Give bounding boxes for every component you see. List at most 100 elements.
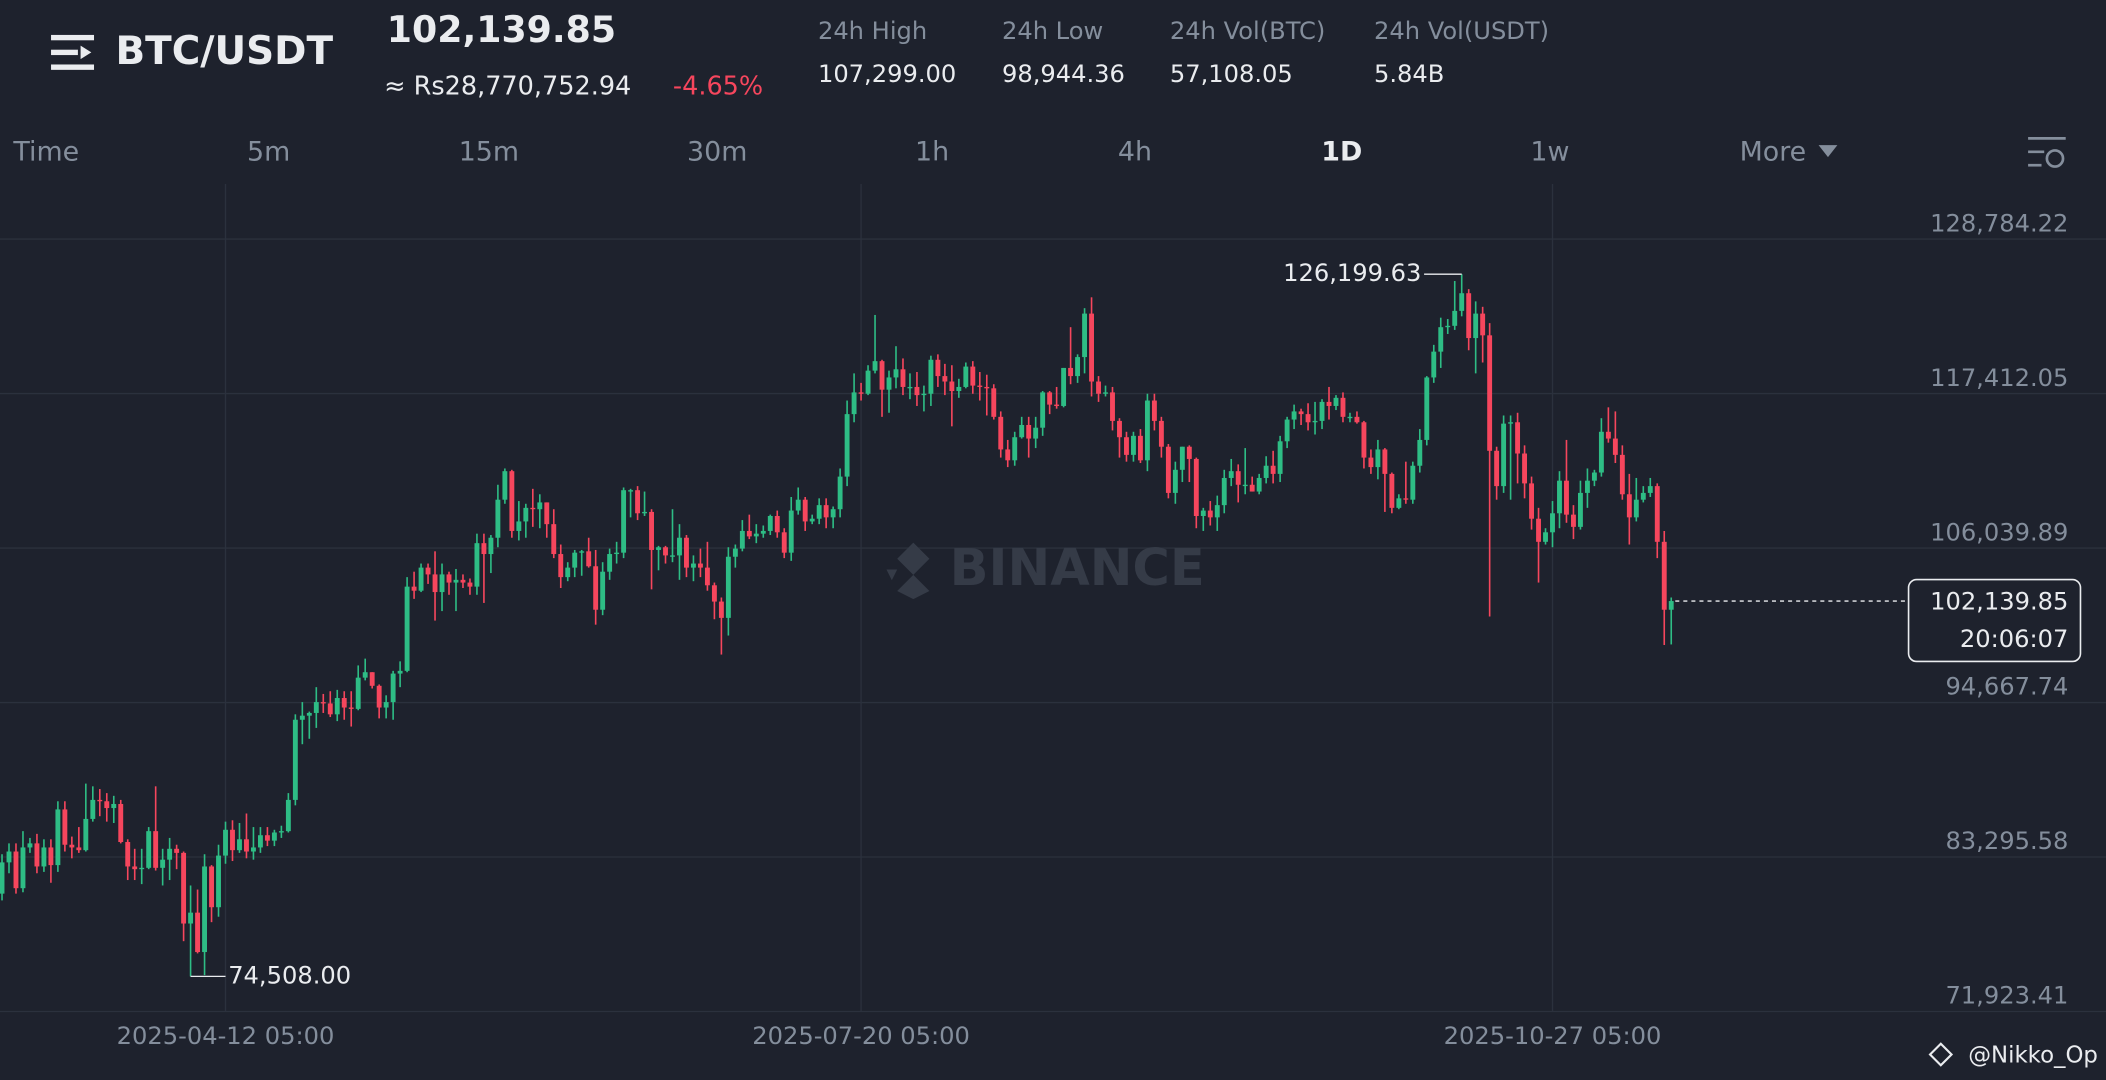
- candle-body: [628, 490, 634, 492]
- candle-body: [977, 385, 983, 387]
- last-price: 102,139.85: [387, 8, 616, 51]
- interval-tab[interactable]: 1D: [1321, 137, 1362, 168]
- candle-body: [900, 369, 906, 387]
- y-tick-label: 71,923.41: [1945, 982, 2068, 1010]
- interval-tab[interactable]: 1h: [915, 137, 949, 168]
- candle-body: [697, 563, 703, 568]
- candle-body: [90, 799, 96, 819]
- candle-body: [1389, 473, 1395, 508]
- candle-body: [621, 490, 627, 553]
- pair-title[interactable]: BTC/USDT: [116, 29, 334, 74]
- candle-body: [1368, 457, 1374, 468]
- candle-body: [48, 847, 54, 866]
- x-tick-label: 2025-04-12 05:00: [117, 1022, 335, 1050]
- candle-body: [202, 866, 208, 953]
- candle-body: [1326, 401, 1332, 406]
- candle-body: [1242, 484, 1248, 487]
- candle-body: [1445, 325, 1451, 328]
- candle-body: [1026, 424, 1032, 439]
- candle-body: [572, 552, 578, 568]
- candle-body: [1144, 400, 1150, 461]
- candle-body: [1319, 401, 1325, 421]
- candle-body: [264, 835, 270, 841]
- candle-body: [83, 818, 89, 851]
- interval-tab[interactable]: 5m: [247, 137, 290, 168]
- stat-label: 24h Vol(USDT): [1374, 17, 1549, 45]
- candle-body: [76, 847, 82, 851]
- candle-body: [502, 471, 508, 500]
- candle-body: [1564, 480, 1569, 515]
- menu-icon[interactable]: [51, 34, 95, 70]
- interval-tab[interactable]: 4h: [1118, 137, 1152, 168]
- candle-body: [1256, 477, 1262, 492]
- candle-body: [998, 416, 1004, 450]
- candle-body: [244, 839, 249, 852]
- candle-body: [1054, 404, 1060, 406]
- candle-body: [844, 414, 850, 477]
- candle-body: [439, 574, 445, 593]
- candle-body: [1012, 437, 1018, 461]
- candle-body: [118, 803, 124, 843]
- candle-body: [516, 521, 522, 531]
- candle-body: [684, 537, 689, 568]
- candle-body: [1340, 397, 1346, 417]
- candle-body: [418, 567, 424, 591]
- interval-tab[interactable]: More: [1740, 137, 1807, 168]
- candle-body: [153, 831, 159, 868]
- price-change: -4.65%: [673, 71, 763, 101]
- interval-tab[interactable]: 1w: [1530, 137, 1569, 168]
- candle-body: [991, 388, 997, 417]
- candle-body: [1263, 465, 1269, 478]
- candle-body: [223, 829, 228, 856]
- candle-body: [1200, 510, 1206, 517]
- candle-body: [1075, 357, 1081, 377]
- watermark: BINANCE: [950, 539, 1205, 598]
- candle-body: [949, 381, 955, 392]
- candle-body: [1333, 397, 1339, 406]
- candle-body: [1019, 424, 1025, 438]
- interval-tab[interactable]: Time: [12, 137, 79, 168]
- candle-body: [886, 377, 892, 390]
- candle-body: [355, 677, 361, 709]
- settings-icon[interactable]: [2028, 137, 2066, 168]
- candle-body: [614, 552, 620, 555]
- grid: [0, 184, 2106, 1013]
- candle-body: [188, 912, 194, 924]
- interval-tab[interactable]: 15m: [459, 137, 519, 168]
- candle-body: [397, 670, 403, 674]
- candle-body: [55, 809, 61, 866]
- candle-body: [1571, 514, 1576, 527]
- dropdown-arrow: [1818, 145, 1838, 158]
- candle-body: [851, 392, 857, 415]
- candle-body: [1005, 449, 1011, 461]
- candle-body: [1193, 458, 1199, 517]
- candle-body: [677, 537, 682, 556]
- candle-body: [837, 476, 843, 510]
- candle-body: [586, 551, 592, 567]
- candle-body: [1214, 505, 1220, 518]
- candle-body: [195, 912, 201, 953]
- candle-body: [1151, 400, 1157, 421]
- candle-body: [984, 386, 990, 389]
- candle-body: [1584, 480, 1590, 493]
- candle-body: [1124, 437, 1129, 455]
- candle-body: [1347, 416, 1353, 419]
- candle-body: [1137, 435, 1143, 461]
- candle-body: [732, 548, 738, 557]
- candle-body: [1410, 465, 1416, 500]
- candle-body: [139, 867, 145, 870]
- candle-body: [1131, 435, 1136, 455]
- candle-body: [167, 848, 173, 860]
- candle-body: [1158, 420, 1164, 447]
- high-label: 126,199.63: [1283, 259, 1421, 287]
- candle-body: [760, 530, 766, 534]
- candle-body: [230, 829, 235, 851]
- candle-body: [1312, 420, 1318, 423]
- candle-body: [1626, 494, 1632, 518]
- candle-body: [404, 586, 410, 671]
- candle-body: [362, 672, 368, 678]
- candle-body: [1096, 381, 1101, 394]
- candle-body: [1668, 601, 1674, 610]
- interval-tab[interactable]: 30m: [687, 137, 747, 168]
